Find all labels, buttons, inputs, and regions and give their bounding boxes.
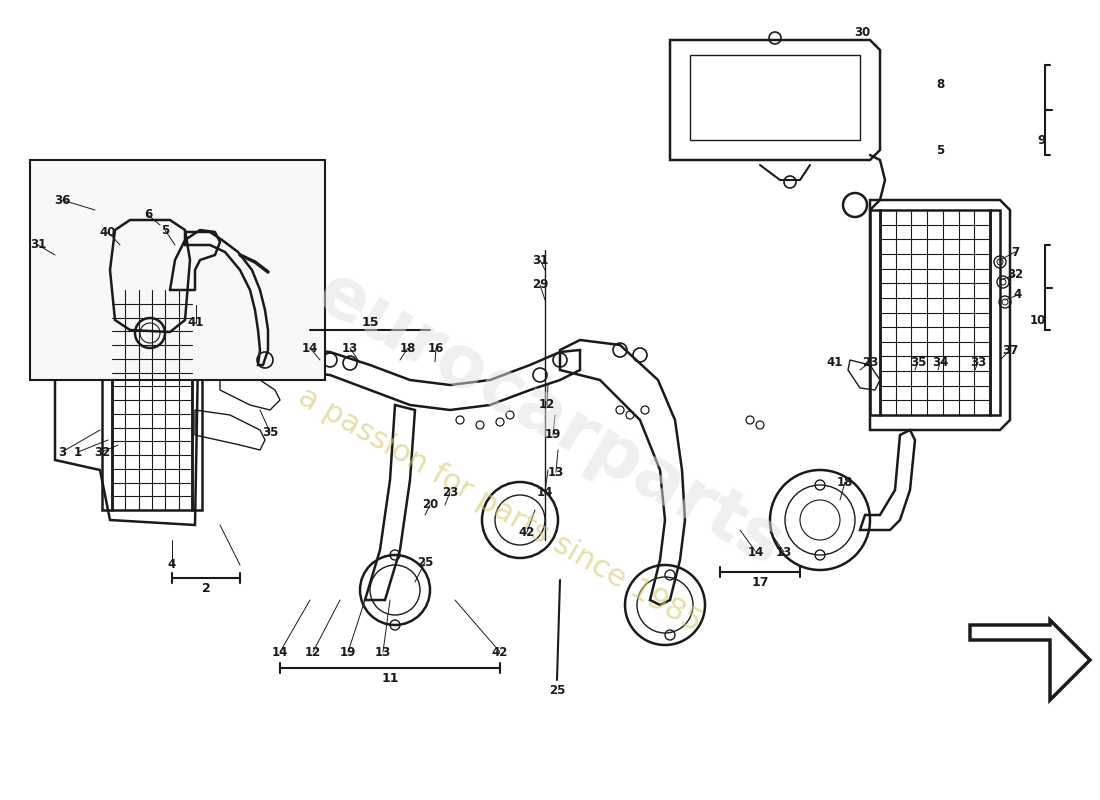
Text: 42: 42 — [519, 526, 536, 538]
Text: 14: 14 — [748, 546, 764, 558]
Text: 17: 17 — [751, 575, 769, 589]
Text: 10: 10 — [1030, 314, 1046, 326]
Bar — [192, 290, 202, 510]
Text: 14: 14 — [537, 486, 553, 498]
Bar — [102, 290, 112, 510]
Text: 23: 23 — [862, 355, 878, 369]
Text: 31: 31 — [30, 238, 46, 251]
Text: eurocarparts: eurocarparts — [305, 258, 795, 582]
Text: 29: 29 — [531, 278, 548, 291]
Text: 19: 19 — [544, 429, 561, 442]
Text: 42: 42 — [492, 646, 508, 658]
Text: 1: 1 — [74, 446, 82, 458]
Text: 23: 23 — [442, 486, 458, 498]
Text: 34: 34 — [932, 355, 948, 369]
Text: 18: 18 — [399, 342, 416, 354]
Text: 35: 35 — [910, 355, 926, 369]
Text: 13: 13 — [375, 646, 392, 658]
Text: 15: 15 — [361, 315, 378, 329]
Text: 14: 14 — [272, 646, 288, 658]
Text: 41: 41 — [188, 317, 205, 330]
Bar — [870, 210, 880, 415]
Text: 41: 41 — [827, 355, 844, 369]
Text: 16: 16 — [428, 342, 444, 354]
Text: 36: 36 — [54, 194, 70, 206]
Bar — [112, 290, 192, 510]
Text: 7: 7 — [1011, 246, 1019, 258]
Bar — [30, 160, 324, 380]
Text: 5: 5 — [161, 223, 169, 237]
Text: 40: 40 — [100, 226, 117, 238]
Text: 37: 37 — [1002, 343, 1019, 357]
Text: 4: 4 — [168, 558, 176, 571]
Text: a passion for parts since 1985: a passion for parts since 1985 — [293, 382, 707, 638]
Text: 12: 12 — [539, 398, 556, 411]
Text: 20: 20 — [422, 498, 438, 511]
Text: 13: 13 — [548, 466, 564, 478]
Text: 9: 9 — [1038, 134, 1046, 146]
Text: 5: 5 — [936, 143, 944, 157]
Text: 6: 6 — [144, 209, 152, 222]
Text: 33: 33 — [970, 355, 986, 369]
Text: 18: 18 — [837, 475, 854, 489]
Text: 2: 2 — [201, 582, 210, 594]
Text: 11: 11 — [382, 671, 398, 685]
Bar — [990, 210, 1000, 415]
Text: 8: 8 — [936, 78, 944, 91]
Text: 32: 32 — [94, 446, 110, 458]
Text: 25: 25 — [549, 683, 565, 697]
Text: 3: 3 — [58, 446, 66, 458]
Text: 12: 12 — [305, 646, 321, 658]
Text: 25: 25 — [417, 555, 433, 569]
Text: 31: 31 — [532, 254, 548, 266]
Text: 14: 14 — [301, 342, 318, 354]
Bar — [880, 210, 990, 415]
Text: 30: 30 — [854, 26, 870, 38]
Text: 13: 13 — [342, 342, 359, 354]
Text: 19: 19 — [340, 646, 356, 658]
Text: 13: 13 — [776, 546, 792, 558]
Text: 4: 4 — [1014, 289, 1022, 302]
Text: 35: 35 — [262, 426, 278, 438]
Text: 32: 32 — [1006, 269, 1023, 282]
